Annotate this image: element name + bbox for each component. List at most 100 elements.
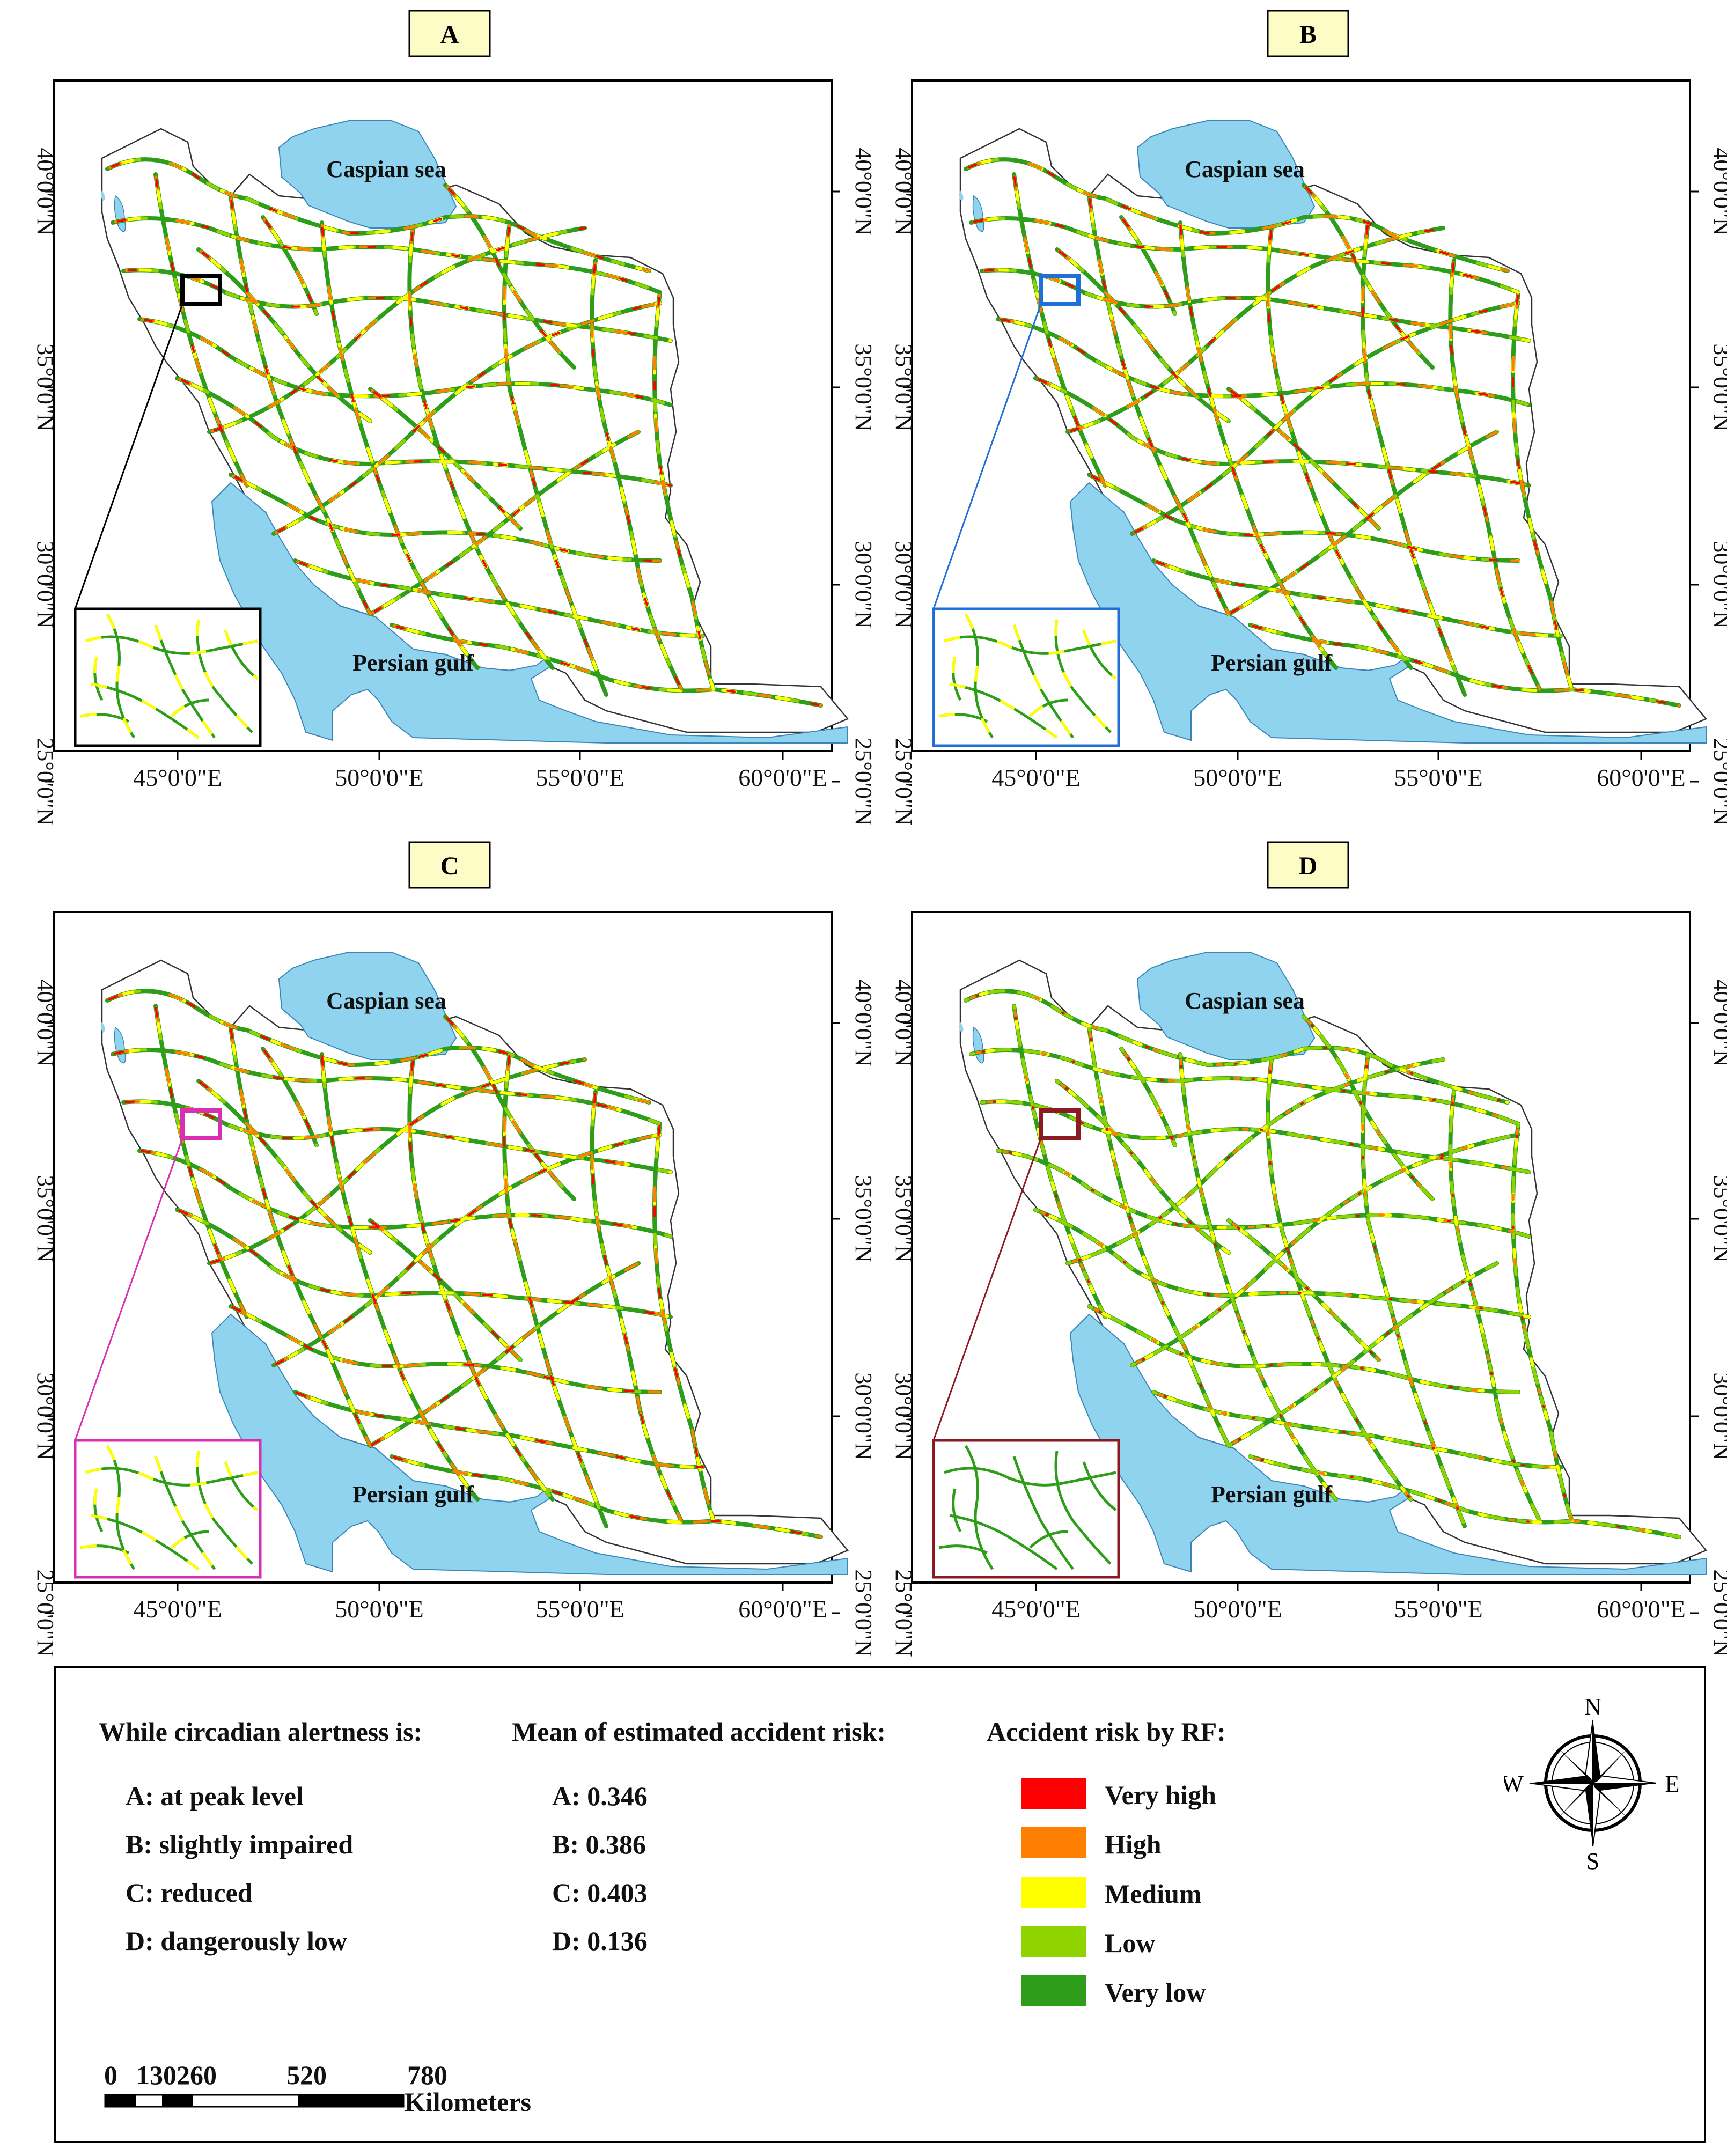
alertness-title: While circadian alertness is: — [99, 1717, 423, 1747]
panel-label: B — [1299, 20, 1317, 49]
mean-risk-b: B: 0.386 — [552, 1829, 646, 1859]
inset-locator-box — [1039, 1108, 1081, 1140]
scale-number-780: 780 — [407, 2060, 447, 2090]
inset-leader-line — [74, 304, 183, 609]
caspian-sea-label: Caspian sea — [1185, 156, 1305, 182]
longitude-label: 45°0'0"E — [133, 764, 222, 791]
longitude-label: 50°0'0"E — [1193, 1595, 1282, 1623]
longitude-label: 50°0'0"E — [1193, 764, 1282, 791]
alertness-item-c: C: reduced — [126, 1878, 253, 1908]
persian-gulf-label: Persian gulf — [352, 1481, 474, 1507]
map-panel-a: Caspian sea Persian gulf 40°0'0"N 40°0'0"N 3… — [32, 10, 877, 826]
inset-locator-box — [180, 274, 222, 306]
inset-map — [932, 1439, 1120, 1579]
longitude-label: 60°0'0"E — [1597, 764, 1686, 791]
longitude-label: 55°0'0"E — [535, 764, 624, 791]
latitude-label: 30°0'0"N — [32, 1372, 58, 1460]
latitude-label: 35°0'0"N — [891, 1175, 917, 1262]
latitude-label: 35°0'0"N — [891, 343, 917, 431]
latitude-label: 35°0'0"N — [850, 1175, 877, 1262]
compass-west: W — [1504, 1771, 1524, 1797]
risk-swatch-high — [1021, 1827, 1086, 1858]
risk-label-very-low: Very low — [1105, 1977, 1206, 2007]
risk-class-title: Accident risk by RF: — [987, 1717, 1226, 1747]
persian-gulf-label: Persian gulf — [352, 650, 474, 676]
risk-swatch-low — [1021, 1926, 1086, 1957]
scale-number-130260: 130260 — [136, 2060, 217, 2090]
latitude-label: 35°0'0"N — [1709, 1175, 1727, 1262]
latitude-label: 25°0'0"N — [1709, 1569, 1727, 1657]
longitude-label: 45°0'0"E — [133, 1595, 222, 1623]
latitude-label: 25°0'0"N — [1709, 738, 1727, 825]
caspian-sea-label: Caspian sea — [326, 156, 446, 182]
latitude-label: 30°0'0"N — [1709, 1372, 1727, 1460]
latitude-label: 25°0'0"N — [891, 1569, 917, 1657]
map-panel-d: Caspian sea Persian gulf 40°0'0"N 40°0'0"N 3… — [891, 841, 1727, 1657]
latitude-label: 40°0'0"N — [891, 148, 917, 235]
caspian-sea-label: Caspian sea — [326, 988, 446, 1014]
map-panels: Caspian sea Persian gulf 40°0'0"N 40°0'0"N 3… — [32, 10, 1727, 1657]
risk-label-high: High — [1105, 1829, 1162, 1859]
latitude-label: 40°0'0"N — [32, 979, 58, 1066]
compass-east: E — [1665, 1771, 1680, 1797]
latitude-label: 25°0'0"N — [32, 738, 58, 825]
caspian-sea-label: Caspian sea — [1185, 988, 1305, 1014]
inset-locator-box — [1039, 274, 1081, 306]
latitude-label: 25°0'0"N — [32, 1569, 58, 1657]
longitude-label: 45°0'0"E — [991, 764, 1081, 791]
longitude-label: 55°0'0"E — [535, 1595, 624, 1623]
latitude-label: 35°0'0"N — [1709, 343, 1727, 431]
scale-number-0: 0 — [104, 2060, 117, 2090]
inset-leader-line — [932, 1138, 1042, 1441]
latitude-label: 25°0'0"N — [850, 1569, 877, 1657]
compass-north: N — [1584, 1695, 1601, 1720]
scale-number-520: 520 — [286, 2060, 327, 2090]
panel-label-box — [1267, 10, 1349, 57]
risk-swatch-very-low — [1021, 1975, 1086, 2006]
mean-risk-title: Mean of estimated accident risk: — [512, 1717, 886, 1747]
inset-map — [74, 1439, 262, 1579]
mean-risk-a: A: 0.346 — [552, 1781, 648, 1811]
latitude-label: 40°0'0"N — [1709, 979, 1727, 1066]
panel-label-box — [408, 10, 491, 57]
panel-label-box — [1267, 841, 1349, 889]
latitude-label: 40°0'0"N — [32, 148, 58, 235]
longitude-label: 45°0'0"E — [991, 1595, 1081, 1623]
risk-label-medium: Medium — [1105, 1879, 1202, 1909]
latitude-label: 30°0'0"N — [850, 1372, 877, 1460]
panel-label: C — [440, 852, 459, 880]
latitude-label: 25°0'0"N — [891, 738, 917, 825]
risk-swatch-medium — [1021, 1877, 1086, 1908]
persian-gulf-label: Persian gulf — [1211, 650, 1333, 676]
scale-bar-graphic — [104, 2094, 405, 2108]
alertness-item-a: A: at peak level — [126, 1781, 304, 1811]
compass-south: S — [1586, 1848, 1599, 1872]
latitude-label: 40°0'0"N — [1709, 148, 1727, 235]
latitude-label: 35°0'0"N — [32, 1175, 58, 1262]
inset-map — [74, 607, 262, 747]
map-panel-b: Caspian sea Persian gulf 40°0'0"N 40°0'0"N 3… — [891, 10, 1727, 826]
risk-label-very-high: Very high — [1105, 1780, 1216, 1810]
latitude-label: 35°0'0"N — [32, 343, 58, 431]
risk-swatch-very-high — [1021, 1778, 1086, 1809]
latitude-label: 30°0'0"N — [891, 541, 917, 628]
persian-gulf-label: Persian gulf — [1211, 1481, 1333, 1507]
latitude-label: 40°0'0"N — [850, 979, 877, 1066]
inset-map — [932, 607, 1120, 747]
north-arrow-icon: N S E W — [1504, 1695, 1680, 1872]
longitude-label: 50°0'0"E — [335, 1595, 424, 1623]
panel-label: A — [440, 20, 459, 49]
latitude-label: 30°0'0"N — [891, 1372, 917, 1460]
panel-label: D — [1299, 852, 1318, 880]
map-panel-c: Caspian sea Persian gulf 40°0'0"N 40°0'0"N 3… — [32, 841, 877, 1657]
scale-unit: Kilometers — [405, 2087, 532, 2117]
longitude-label: 60°0'0"E — [738, 1595, 827, 1623]
panel-label-box — [408, 841, 491, 889]
mean-risk-d: D: 0.136 — [552, 1926, 648, 1956]
risk-label-low: Low — [1105, 1928, 1156, 1958]
alertness-item-b: B: slightly impaired — [126, 1829, 354, 1859]
latitude-label: 30°0'0"N — [850, 541, 877, 628]
inset-leader-line — [932, 304, 1042, 609]
legend-box: While circadian alertness is: A: at peak… — [54, 1666, 1706, 2143]
longitude-label: 55°0'0"E — [1394, 1595, 1483, 1623]
